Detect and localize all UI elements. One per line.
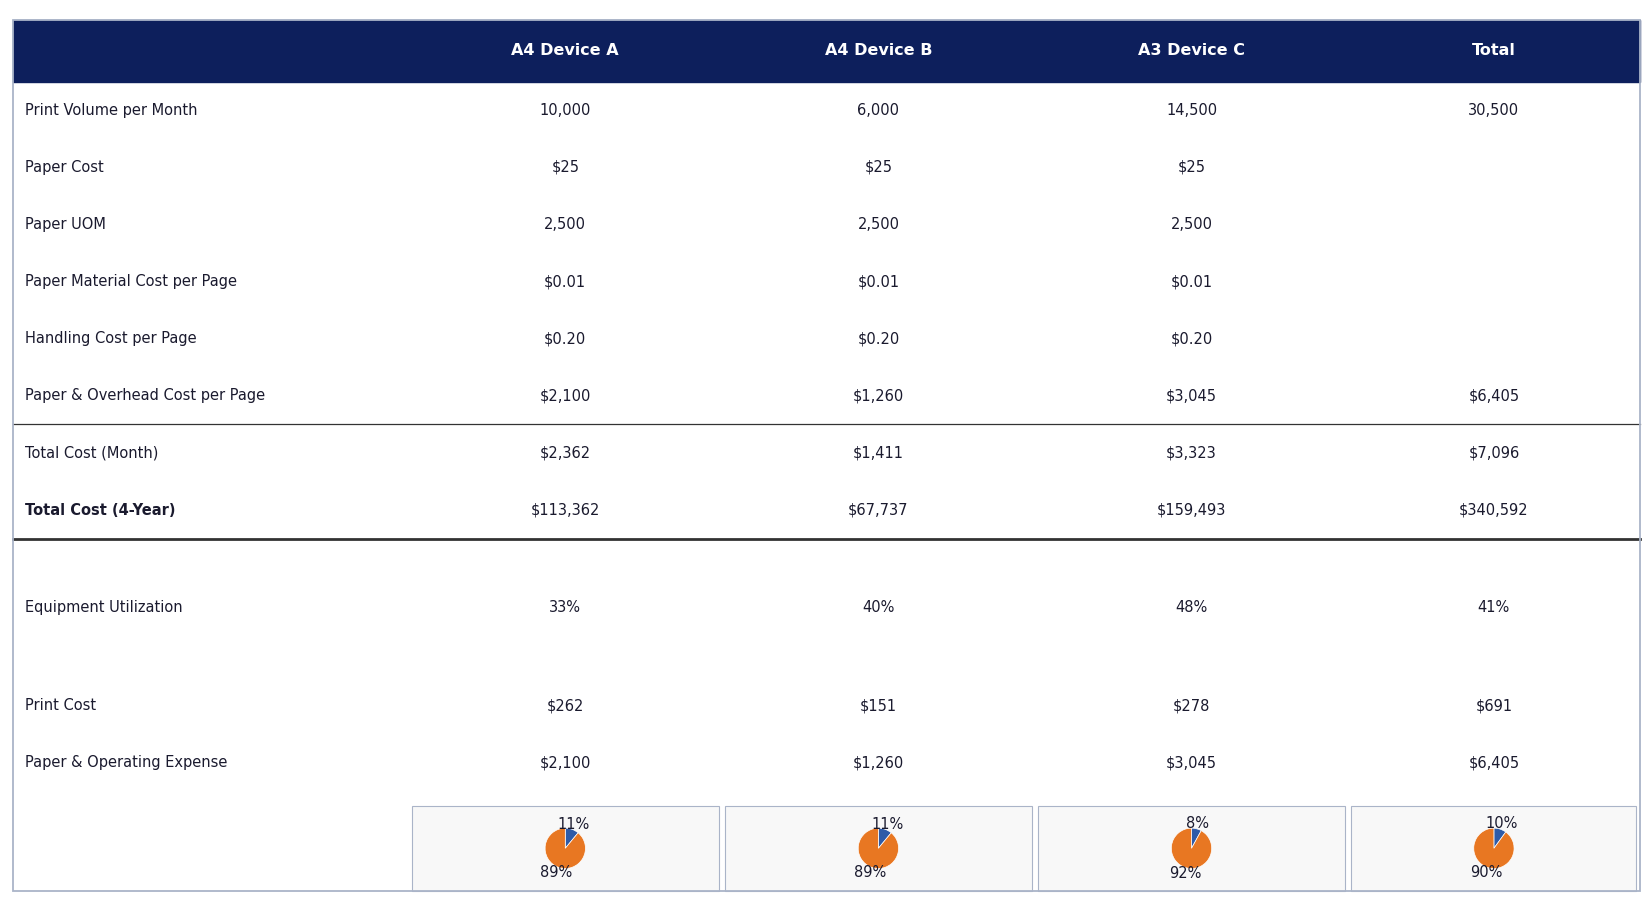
Text: $6,405: $6,405 bbox=[1468, 756, 1519, 770]
Text: Paper Cost: Paper Cost bbox=[25, 160, 104, 175]
Text: $278: $278 bbox=[1173, 698, 1210, 713]
Text: 10%: 10% bbox=[1486, 816, 1518, 831]
Text: 2,500: 2,500 bbox=[857, 217, 900, 232]
Text: Paper Material Cost per Page: Paper Material Cost per Page bbox=[25, 274, 237, 289]
Text: $1,260: $1,260 bbox=[852, 756, 905, 770]
Text: $262: $262 bbox=[547, 698, 583, 713]
Text: Paper & Operating Expense: Paper & Operating Expense bbox=[25, 756, 227, 770]
Wedge shape bbox=[859, 828, 898, 869]
Text: 33%: 33% bbox=[549, 600, 582, 616]
Text: 48%: 48% bbox=[1175, 600, 1208, 616]
Text: $691: $691 bbox=[1475, 698, 1513, 713]
Text: 92%: 92% bbox=[1168, 866, 1201, 881]
Text: $0.20: $0.20 bbox=[1170, 331, 1213, 346]
Text: Total: Total bbox=[1472, 44, 1516, 58]
Text: $3,045: $3,045 bbox=[1167, 388, 1216, 404]
Text: Print Cost: Print Cost bbox=[25, 698, 96, 713]
Text: 30,500: 30,500 bbox=[1468, 102, 1519, 118]
Text: $25: $25 bbox=[552, 160, 578, 175]
Text: $1,411: $1,411 bbox=[854, 445, 903, 461]
Text: 2,500: 2,500 bbox=[1170, 217, 1213, 232]
Wedge shape bbox=[878, 828, 892, 848]
Wedge shape bbox=[1192, 828, 1201, 848]
Text: $0.20: $0.20 bbox=[857, 331, 900, 346]
Wedge shape bbox=[565, 828, 578, 848]
Bar bbox=[13, 20, 1640, 82]
Text: $0.01: $0.01 bbox=[1170, 274, 1213, 289]
Text: $159,493: $159,493 bbox=[1157, 502, 1226, 518]
Text: $7,096: $7,096 bbox=[1468, 445, 1519, 461]
Text: Paper & Overhead Cost per Page: Paper & Overhead Cost per Page bbox=[25, 388, 265, 404]
Text: $25: $25 bbox=[865, 160, 892, 175]
Text: $151: $151 bbox=[860, 698, 897, 713]
Text: 2,500: 2,500 bbox=[544, 217, 587, 232]
Text: $113,362: $113,362 bbox=[531, 502, 600, 518]
Bar bbox=[412, 806, 719, 891]
Wedge shape bbox=[1493, 828, 1506, 848]
Text: $3,323: $3,323 bbox=[1167, 445, 1216, 461]
Text: 89%: 89% bbox=[854, 865, 885, 880]
Wedge shape bbox=[1172, 828, 1211, 869]
Text: Total Cost (Month): Total Cost (Month) bbox=[25, 445, 158, 461]
Text: Equipment Utilization: Equipment Utilization bbox=[25, 600, 183, 616]
Text: 14,500: 14,500 bbox=[1165, 102, 1218, 118]
Text: Handling Cost per Page: Handling Cost per Page bbox=[25, 331, 196, 346]
Text: $0.01: $0.01 bbox=[544, 274, 587, 289]
Text: $2,100: $2,100 bbox=[539, 756, 592, 770]
Text: 89%: 89% bbox=[541, 865, 572, 880]
Text: 40%: 40% bbox=[862, 600, 895, 616]
Text: $2,362: $2,362 bbox=[539, 445, 592, 461]
Text: $340,592: $340,592 bbox=[1458, 502, 1529, 518]
Text: $25: $25 bbox=[1178, 160, 1205, 175]
Text: 11%: 11% bbox=[872, 816, 903, 832]
Text: $6,405: $6,405 bbox=[1468, 388, 1519, 404]
Text: 90%: 90% bbox=[1470, 865, 1501, 881]
Text: $0.01: $0.01 bbox=[857, 274, 900, 289]
Wedge shape bbox=[545, 828, 585, 869]
Text: Paper UOM: Paper UOM bbox=[25, 217, 105, 232]
Text: 11%: 11% bbox=[559, 816, 590, 832]
Text: $1,260: $1,260 bbox=[852, 388, 905, 404]
Text: $3,045: $3,045 bbox=[1167, 756, 1216, 770]
Text: 6,000: 6,000 bbox=[857, 102, 900, 118]
Text: 10,000: 10,000 bbox=[539, 102, 592, 118]
Bar bbox=[1351, 806, 1636, 891]
Text: $0.20: $0.20 bbox=[544, 331, 587, 346]
Text: $67,737: $67,737 bbox=[849, 502, 908, 518]
Bar bbox=[1038, 806, 1345, 891]
Text: A4 Device B: A4 Device B bbox=[824, 44, 933, 58]
Text: 41%: 41% bbox=[1478, 600, 1510, 616]
Text: Print Volume per Month: Print Volume per Month bbox=[25, 102, 198, 118]
Wedge shape bbox=[1473, 828, 1515, 869]
Text: A3 Device C: A3 Device C bbox=[1139, 44, 1244, 58]
Text: A4 Device A: A4 Device A bbox=[511, 44, 620, 58]
Text: 8%: 8% bbox=[1187, 815, 1210, 831]
Text: Total Cost (4-Year): Total Cost (4-Year) bbox=[25, 502, 175, 518]
Bar bbox=[725, 806, 1032, 891]
Text: $2,100: $2,100 bbox=[539, 388, 592, 404]
